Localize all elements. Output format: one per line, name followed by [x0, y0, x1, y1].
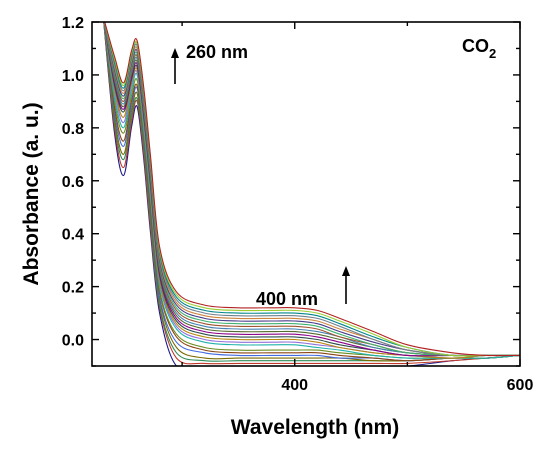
axis-ticks [92, 21, 521, 367]
annotation-400nm: 400 nm [256, 289, 318, 309]
annotation-260nm: 260 nm [186, 42, 248, 62]
series-line-8 [103, 22, 520, 359]
x-axis-title: Wavelength (nm) [231, 416, 399, 439]
tick-labels: 1.2 1.0 0.8 0.6 0.4 0.2 0.0 400 600 [62, 15, 534, 394]
gas-label: CO2 [462, 36, 496, 61]
y-tick-label: 0.2 [62, 280, 84, 297]
y-tick-label: 0.0 [62, 333, 84, 350]
y-tick-label: 0.6 [62, 174, 84, 191]
gas-formula: CO [462, 36, 489, 56]
y-axis-title: Absorbance (a. u.) [20, 102, 43, 285]
series-line-12 [103, 22, 520, 357]
plot-frame [91, 21, 521, 367]
y-tick-label: 1.2 [62, 15, 84, 32]
gas-subscript: 2 [489, 46, 496, 61]
arrow-260-head [171, 48, 179, 58]
series-line-19 [103, 22, 520, 357]
y-tick-label: 0.4 [62, 227, 84, 244]
annotations: 260 nm 400 nm [171, 42, 350, 309]
spectra-series [103, 22, 520, 366]
series-line-16 [103, 22, 520, 357]
series-line-2 [103, 22, 520, 365]
x-tick-label: 600 [507, 377, 534, 394]
y-tick-label: 0.8 [62, 121, 84, 138]
arrow-400-head [342, 266, 350, 276]
series-line-6 [103, 22, 520, 362]
series-line-21 [104, 22, 520, 357]
x-tick-label: 400 [281, 377, 308, 394]
y-tick-label: 1.0 [62, 68, 84, 85]
series-line-22 [104, 22, 520, 357]
series-line-1 [103, 22, 520, 366]
